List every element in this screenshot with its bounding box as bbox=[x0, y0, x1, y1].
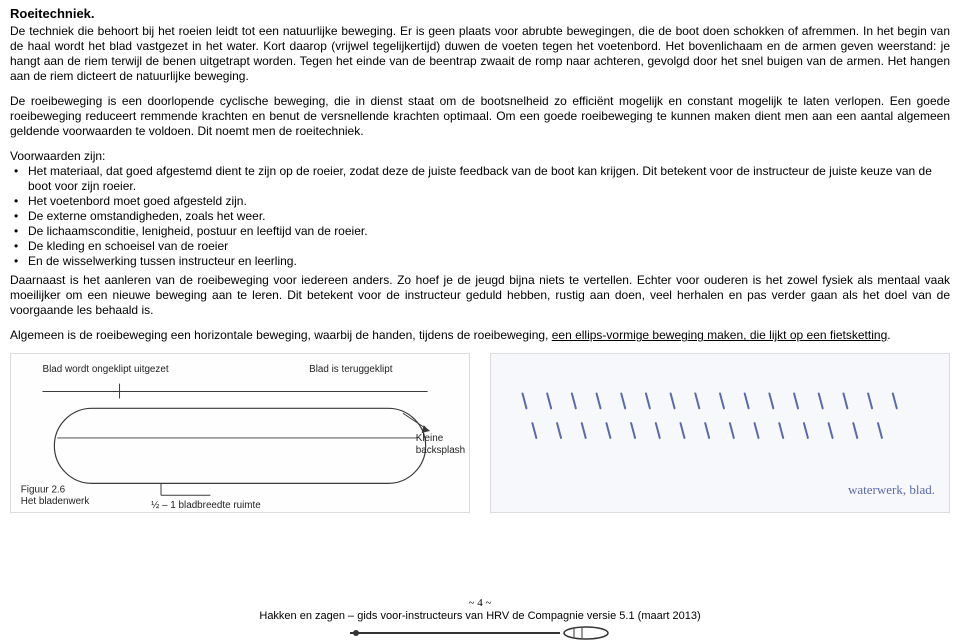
paragraph-4: Algemeen is de roeibeweging een horizont… bbox=[10, 328, 950, 343]
list-item: De externe omstandigheden, zoals het wee… bbox=[10, 209, 950, 224]
list-item: En de wisselwerking tussen instructeur e… bbox=[10, 254, 950, 269]
diagram-waterwork: waterwerk, blad. bbox=[490, 353, 950, 513]
diagram-label-top-left: Blad wordt ongeklipt uitgezet bbox=[43, 364, 169, 375]
paragraph-2: De roeibeweging is een doorlopende cycli… bbox=[10, 94, 950, 139]
diagram-right-label: waterwerk, blad. bbox=[848, 482, 935, 498]
footer-line: Hakken en zagen – gids voor-instructeurs… bbox=[0, 610, 960, 624]
paragraph-1: De techniek die behoort bij het roeien l… bbox=[10, 24, 950, 84]
water-ticks bbox=[523, 394, 897, 438]
para4-text-a: Algemeen is de roeibeweging een horizont… bbox=[10, 328, 552, 342]
conditions-list: Het materiaal, dat goed afgestemd dient … bbox=[10, 164, 950, 269]
list-item: De kleding en schoeisel van de roeier bbox=[10, 239, 950, 254]
footer-ornament-icon bbox=[350, 626, 610, 640]
diagram-label-backsplash-1: Kleine bbox=[416, 433, 444, 444]
conditions-intro: Voorwaarden zijn: bbox=[10, 149, 950, 164]
list-item: De lichaamsconditie, lenigheid, postuur … bbox=[10, 224, 950, 239]
para4-text-c: . bbox=[887, 328, 890, 342]
page-number: ~ 4 ~ bbox=[0, 597, 960, 611]
page-footer: ~ 4 ~ Hakken en zagen – gids voor-instru… bbox=[0, 597, 960, 641]
diagram-label-backsplash-2: backsplash bbox=[416, 445, 465, 456]
diagram-row: Blad wordt ongeklipt uitgezet Blad is te… bbox=[10, 353, 950, 513]
page-title: Roeitechniek. bbox=[10, 6, 950, 22]
paragraph-3: Daarnaast is het aanleren van de roeibew… bbox=[10, 273, 950, 318]
diagram-label-gap: ½ – 1 bladbreedte ruimte bbox=[151, 500, 261, 511]
para4-underline: een ellips-vormige beweging maken, die l… bbox=[552, 328, 888, 342]
list-item: Het voetenbord moet goed afgesteld zijn. bbox=[10, 194, 950, 209]
list-item: Het materiaal, dat goed afgestemd dient … bbox=[10, 164, 950, 194]
diagram-bladework: Blad wordt ongeklipt uitgezet Blad is te… bbox=[10, 353, 470, 513]
diagram-label-top-right: Blad is teruggeklipt bbox=[309, 364, 393, 375]
diagram-label-fig-a: Figuur 2.6 bbox=[21, 485, 66, 496]
diagram-label-fig-b: Het bladenwerk bbox=[21, 496, 90, 507]
